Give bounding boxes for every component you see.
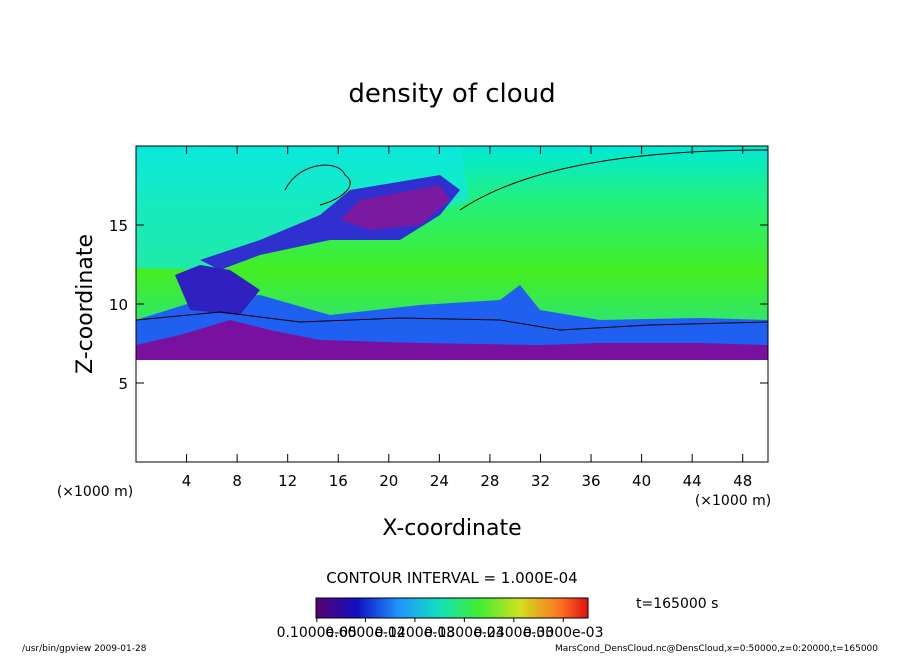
y-tick-label: 15 — [109, 217, 128, 235]
field-region — [340, 185, 450, 230]
x-tick-label: 28 — [480, 472, 499, 490]
x-axis-label: X-coordinate — [382, 516, 521, 541]
x-tick-label: 8 — [232, 472, 242, 490]
colorbar — [315, 597, 589, 619]
x-tick-label: 24 — [430, 472, 449, 490]
x-tick-label: 20 — [379, 472, 398, 490]
y-tick-label: 5 — [118, 375, 128, 393]
x-tick-label: 4 — [182, 472, 192, 490]
x-tick-label: 36 — [581, 472, 600, 490]
field — [136, 146, 768, 360]
colorbar-tick-label: 0.1800e-03 — [424, 625, 504, 641]
contour-line — [136, 311, 768, 331]
colorbar-tick-label: 0.2400e-03 — [474, 625, 554, 641]
x-tick-label: 48 — [733, 472, 752, 490]
contour-line — [459, 149, 768, 211]
field-region — [175, 265, 260, 315]
x-unit: (×1000 m) — [695, 493, 771, 509]
colorbar-tick-label: 0.3000e-03 — [523, 625, 603, 641]
x-tick-label: 40 — [632, 472, 651, 490]
colorbar-tick-label: 0.1200e-03 — [375, 625, 455, 641]
footer-left: /usr/bin/gpview 2009-01-28 — [22, 644, 147, 654]
time-label: t=165000 s — [636, 596, 718, 612]
y-axis-label: Z-coordinate — [73, 234, 98, 374]
x-tick-label: 12 — [278, 472, 297, 490]
chart-title: density of cloud — [348, 79, 555, 109]
y-unit: (×1000 m) — [57, 484, 133, 500]
contour-interval: CONTOUR INTERVAL = 1.000E-04 — [326, 569, 577, 587]
colorbar-tick-label: 0.6000e-04 — [325, 625, 406, 641]
contour-line — [284, 164, 351, 206]
field-region — [136, 146, 470, 270]
x-tick-label: 32 — [531, 472, 550, 490]
x-tick-label: 16 — [329, 472, 348, 490]
footer-right: MarsCond_DensCloud.nc@DensCloud,x=0:5000… — [555, 644, 878, 654]
field-region — [136, 320, 768, 360]
field-region — [136, 285, 768, 350]
colorbar-tick-label: 0.1000e-05 — [277, 625, 357, 641]
y-tick-label: 10 — [109, 296, 128, 314]
x-tick-label: 44 — [683, 472, 702, 490]
